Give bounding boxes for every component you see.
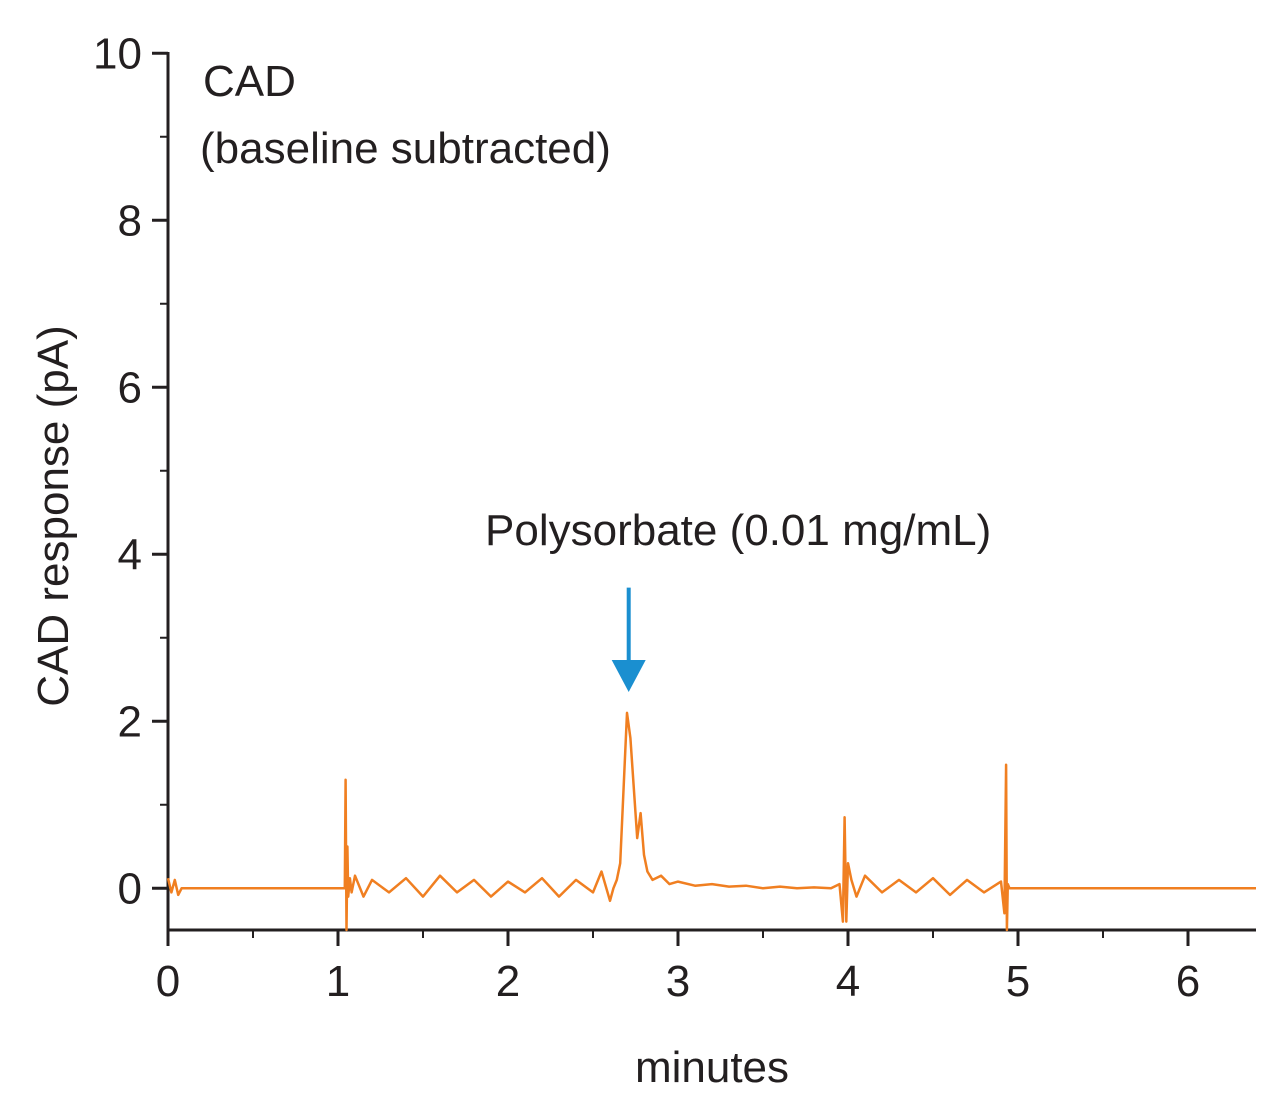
y-tick-label: 4	[118, 530, 142, 579]
chart-subtitle: (baseline subtracted)	[200, 124, 611, 173]
x-tick-label: 1	[326, 957, 350, 1006]
y-tick-label: 6	[118, 363, 142, 412]
x-tick-label: 0	[156, 957, 180, 1006]
x-axis-title: minutes	[635, 1043, 789, 1092]
x-tick-label: 5	[1006, 957, 1030, 1006]
x-tick-label: 2	[496, 957, 520, 1006]
chart-title: CAD	[203, 57, 296, 106]
axes	[166, 52, 1256, 932]
ticks: 0 1 2 3 4 5 6 0 2 4 6 8 10	[93, 29, 1200, 1006]
annotation	[611, 587, 646, 693]
y-axis-title: CAD response (pA)	[29, 325, 78, 706]
plot-area	[166, 711, 1256, 932]
series-line-0	[166, 711, 1256, 932]
x-tick-label: 6	[1176, 957, 1200, 1006]
x-tick-label: 3	[666, 957, 690, 1006]
x-tick-label: 4	[836, 957, 860, 1006]
y-tick-label: 8	[118, 196, 142, 245]
y-tick-label: 2	[118, 697, 142, 746]
annotation-label: Polysorbate (0.01 mg/mL)	[485, 506, 991, 555]
y-tick-label: 10	[93, 29, 142, 78]
y-tick-label: 0	[118, 864, 142, 913]
annotation-arrow-head	[611, 660, 646, 693]
